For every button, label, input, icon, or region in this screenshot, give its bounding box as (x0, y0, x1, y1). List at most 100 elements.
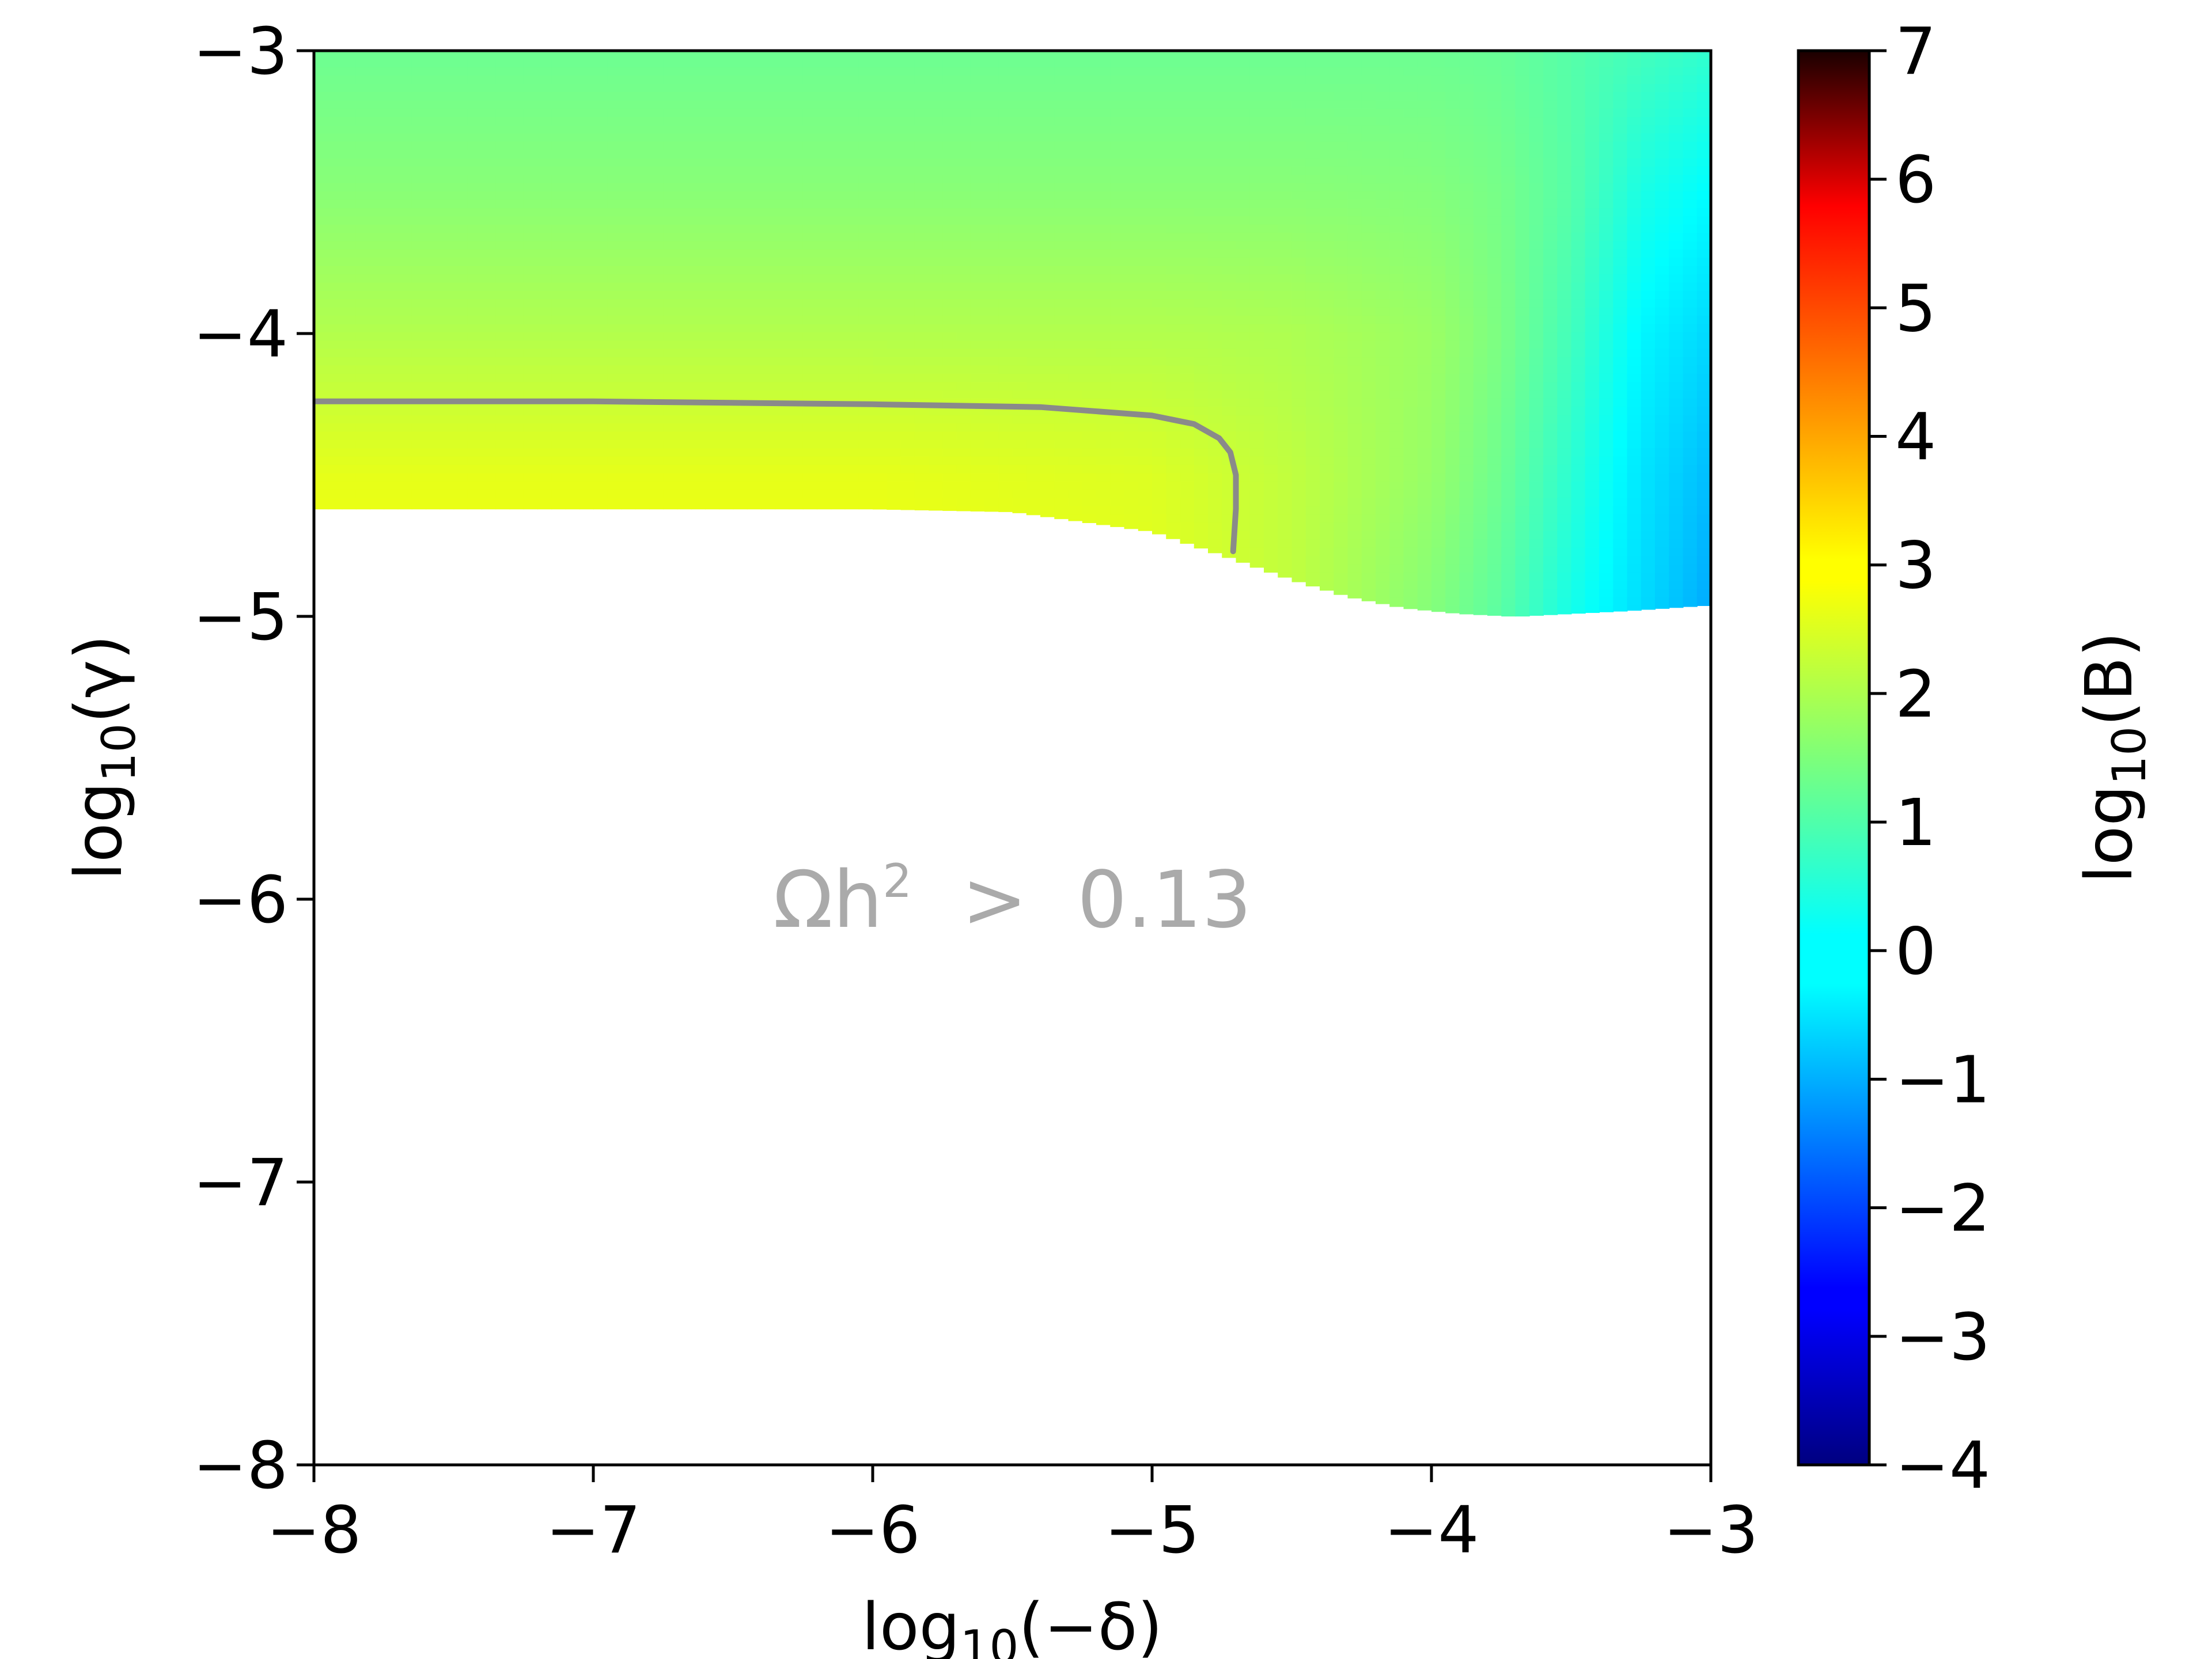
heatmap-cell (565, 266, 580, 275)
heatmap-cell (593, 307, 608, 316)
heatmap-cell (691, 191, 706, 200)
heatmap-cell (397, 158, 412, 168)
heatmap-cell (761, 291, 776, 300)
heatmap-cell (942, 316, 957, 325)
heatmap-cell (761, 423, 776, 433)
heatmap-cell (914, 67, 929, 76)
heatmap-cell (970, 390, 985, 399)
heatmap-cell (1054, 398, 1069, 408)
heatmap-cell (355, 274, 370, 283)
heatmap-cell (831, 481, 846, 490)
heatmap-cell (509, 415, 524, 424)
heatmap-cell (649, 464, 664, 474)
heatmap-cell (426, 100, 441, 109)
heatmap-cell (1152, 208, 1167, 217)
heatmap-cell (621, 150, 636, 159)
heatmap-cell (397, 175, 412, 184)
heatmap-cell (831, 473, 846, 482)
heatmap-cell (1376, 415, 1391, 424)
heatmap-cell (1166, 67, 1181, 76)
heatmap-cell (858, 175, 873, 184)
heatmap-cell (1347, 199, 1362, 209)
heatmap-cell (579, 92, 594, 101)
heatmap-cell (1417, 382, 1432, 391)
heatmap-cell (802, 506, 817, 510)
heatmap-cell (677, 431, 692, 441)
heatmap-cell (1417, 67, 1432, 76)
heatmap-cell (929, 117, 944, 126)
heatmap-cell (1194, 175, 1209, 184)
heatmap-cell (1068, 490, 1083, 499)
heatmap-cell (970, 448, 985, 457)
heatmap-cell (1487, 241, 1502, 250)
heatmap-cell (956, 456, 971, 465)
heatmap-cell (929, 357, 944, 366)
heatmap-cell (537, 373, 552, 382)
heatmap-cell (1376, 407, 1391, 416)
heatmap-cell (789, 233, 804, 242)
heatmap-cell (970, 299, 985, 308)
heatmap-cell (1291, 564, 1306, 573)
heatmap-cell (817, 51, 832, 60)
heatmap-cell (831, 75, 846, 85)
heatmap-cell (1487, 249, 1502, 259)
heatmap-cell (1026, 175, 1041, 184)
heatmap-cell (635, 373, 650, 382)
heatmap-cell (817, 407, 832, 416)
heatmap-cell (453, 373, 468, 382)
heatmap-cell (914, 108, 929, 118)
heatmap-cell (1278, 398, 1293, 408)
heatmap-cell (453, 382, 468, 391)
heatmap-cell (1110, 117, 1125, 126)
heatmap-cell (482, 59, 497, 68)
heatmap-cell (1347, 150, 1362, 159)
heatmap-cell (858, 92, 873, 101)
heatmap-cell (1012, 216, 1027, 225)
heatmap-cell (1361, 125, 1376, 134)
heatmap-cell (1222, 316, 1237, 325)
heatmap-cell (956, 415, 971, 424)
heatmap-cell (1096, 75, 1111, 85)
heatmap-cell (328, 158, 343, 168)
heatmap-cell (1389, 597, 1404, 607)
heatmap-cell (1459, 67, 1474, 76)
heatmap-cell (775, 142, 790, 151)
heatmap-cell (1291, 332, 1306, 342)
heatmap-cell (1264, 547, 1279, 556)
heatmap-cell (1249, 51, 1264, 60)
heatmap-cell (817, 291, 832, 300)
heatmap-cell (1403, 282, 1418, 291)
heatmap-cell (537, 390, 552, 399)
heatmap-cell (1068, 166, 1083, 176)
heatmap-cell (789, 307, 804, 316)
heatmap-cell (900, 191, 915, 200)
heatmap-cell (509, 266, 524, 275)
heatmap-cell (802, 100, 817, 109)
heatmap-cell (1180, 440, 1195, 449)
heatmap-cell (1110, 75, 1125, 85)
heatmap-cell (1096, 307, 1111, 316)
heatmap-cell (984, 431, 999, 441)
heatmap-cell (1320, 324, 1335, 333)
heatmap-cell (1473, 349, 1488, 358)
heatmap-cell (1264, 108, 1279, 118)
heatmap-cell (1012, 390, 1027, 399)
heatmap-cell (663, 332, 678, 342)
heatmap-cell (1222, 498, 1237, 507)
heatmap-cell (621, 257, 636, 267)
heatmap-cell (440, 100, 454, 109)
heatmap-cell (733, 108, 748, 118)
heatmap-cell (1389, 349, 1404, 358)
heatmap-cell (355, 216, 370, 225)
heatmap-cell (873, 75, 888, 85)
heatmap-cell (1040, 150, 1055, 159)
heatmap-cell (1278, 506, 1293, 516)
heatmap-cell (929, 373, 944, 382)
heatmap-cell (1431, 67, 1446, 76)
heatmap-cell (1431, 423, 1446, 433)
heatmap-cell (1054, 456, 1069, 465)
heatmap-cell (858, 431, 873, 441)
heatmap-cell (1068, 382, 1083, 391)
heatmap-cell (509, 332, 524, 342)
heatmap-cell (956, 390, 971, 399)
